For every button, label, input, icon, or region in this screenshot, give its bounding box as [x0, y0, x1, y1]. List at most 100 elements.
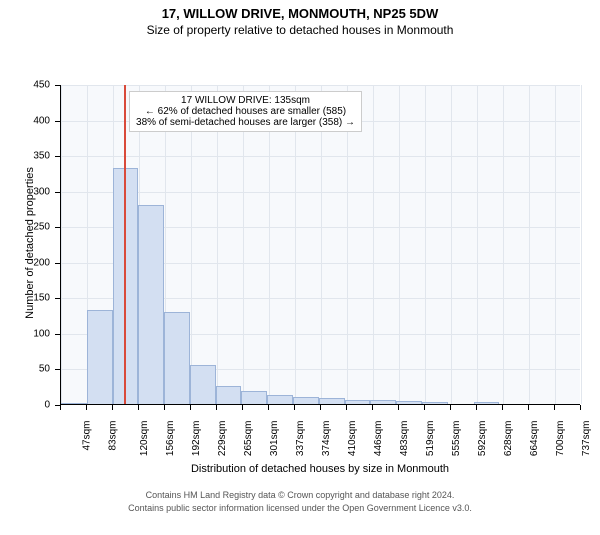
histogram-bar — [396, 401, 422, 404]
histogram-bar — [370, 400, 396, 404]
chart-container: Number of detached properties Distributi… — [0, 37, 600, 535]
grid-line — [425, 85, 426, 404]
histogram-bar — [216, 386, 242, 404]
x-tick-mark — [190, 405, 191, 410]
callout-line: 38% of semi-detached houses are larger (… — [136, 117, 355, 128]
grid-line — [451, 85, 452, 404]
x-tick-label: 156sqm — [165, 421, 176, 457]
x-tick-label: 301sqm — [269, 421, 280, 457]
y-tick-label: 400 — [0, 115, 50, 126]
y-tick-label: 0 — [0, 400, 50, 411]
x-tick-mark — [320, 405, 321, 410]
x-tick-mark — [346, 405, 347, 410]
y-tick-label: 300 — [0, 186, 50, 197]
y-tick-mark — [55, 85, 60, 86]
x-tick-label: 628sqm — [503, 421, 514, 457]
property-marker-line — [124, 85, 126, 404]
y-tick-label: 250 — [0, 222, 50, 233]
y-axis-title: Number of detached properties — [24, 143, 36, 343]
x-tick-label: 192sqm — [191, 421, 202, 457]
page-subtitle: Size of property relative to detached ho… — [0, 21, 600, 37]
x-tick-label: 592sqm — [477, 421, 488, 457]
x-axis-title: Distribution of detached houses by size … — [60, 463, 580, 475]
grid-line — [503, 85, 504, 404]
x-tick-mark — [554, 405, 555, 410]
y-tick-label: 350 — [0, 151, 50, 162]
grid-line — [243, 85, 244, 404]
x-tick-mark — [476, 405, 477, 410]
grid-line — [295, 85, 296, 404]
histogram-bar — [345, 400, 371, 404]
x-tick-mark — [164, 405, 165, 410]
x-tick-mark — [138, 405, 139, 410]
y-tick-label: 50 — [0, 364, 50, 375]
x-tick-mark — [60, 405, 61, 410]
histogram-bar — [164, 312, 190, 404]
histogram-bar — [190, 365, 216, 404]
y-tick-label: 150 — [0, 293, 50, 304]
footer-line-1: Contains HM Land Registry data © Crown c… — [0, 490, 600, 500]
page-title: 17, WILLOW DRIVE, MONMOUTH, NP25 5DW — [0, 0, 600, 21]
y-tick-mark — [55, 369, 60, 370]
histogram-bar — [422, 402, 448, 404]
x-tick-mark — [86, 405, 87, 410]
x-tick-label: 483sqm — [399, 421, 410, 457]
grid-line — [269, 85, 270, 404]
x-tick-mark — [580, 405, 581, 410]
x-tick-label: 700sqm — [555, 421, 566, 457]
x-tick-label: 337sqm — [295, 421, 306, 457]
y-tick-label: 100 — [0, 328, 50, 339]
x-tick-label: 47sqm — [82, 421, 93, 451]
x-tick-mark — [372, 405, 373, 410]
x-tick-label: 410sqm — [347, 421, 358, 457]
grid-line — [321, 85, 322, 404]
grid-line — [191, 85, 192, 404]
x-tick-label: 737sqm — [581, 421, 592, 457]
grid-line — [581, 85, 582, 404]
x-tick-label: 555sqm — [451, 421, 462, 457]
y-tick-mark — [55, 334, 60, 335]
x-tick-label: 446sqm — [373, 421, 384, 457]
grid-line — [529, 85, 530, 404]
x-tick-mark — [528, 405, 529, 410]
x-tick-mark — [450, 405, 451, 410]
y-tick-mark — [55, 192, 60, 193]
x-tick-mark — [216, 405, 217, 410]
grid-line — [555, 85, 556, 404]
histogram-bar — [319, 398, 345, 404]
y-tick-mark — [55, 298, 60, 299]
x-tick-label: 664sqm — [529, 421, 540, 457]
plot-area — [60, 85, 580, 405]
grid-line — [217, 85, 218, 404]
grid-line — [477, 85, 478, 404]
histogram-bar — [61, 403, 87, 404]
x-tick-mark — [398, 405, 399, 410]
histogram-bar — [293, 397, 319, 404]
x-tick-mark — [502, 405, 503, 410]
y-tick-mark — [55, 263, 60, 264]
grid-line — [399, 85, 400, 404]
histogram-bar — [138, 205, 164, 404]
y-tick-mark — [55, 156, 60, 157]
marker-callout: 17 WILLOW DRIVE: 135sqm← 62% of detached… — [129, 91, 362, 132]
footer-line-2: Contains public sector information licen… — [0, 503, 600, 513]
y-tick-mark — [55, 227, 60, 228]
histogram-bar — [87, 310, 113, 404]
grid-line — [373, 85, 374, 404]
histogram-bar — [241, 391, 267, 404]
x-tick-mark — [242, 405, 243, 410]
histogram-bar — [474, 402, 500, 404]
callout-line: ← 62% of detached houses are smaller (58… — [136, 106, 355, 117]
grid-line — [61, 85, 62, 404]
y-tick-label: 450 — [0, 80, 50, 91]
callout-line: 17 WILLOW DRIVE: 135sqm — [136, 95, 355, 106]
x-tick-mark — [268, 405, 269, 410]
x-tick-mark — [294, 405, 295, 410]
histogram-bar — [267, 395, 293, 404]
x-tick-label: 229sqm — [217, 421, 228, 457]
x-tick-mark — [112, 405, 113, 410]
x-tick-label: 83sqm — [107, 421, 118, 451]
x-tick-mark — [424, 405, 425, 410]
x-tick-label: 120sqm — [139, 421, 150, 457]
y-tick-mark — [55, 121, 60, 122]
